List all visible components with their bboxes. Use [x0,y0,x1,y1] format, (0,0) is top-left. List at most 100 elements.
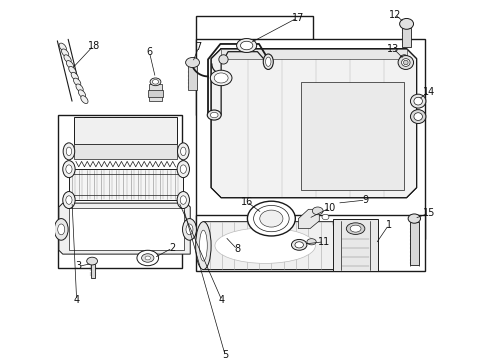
Ellipse shape [86,257,97,265]
Ellipse shape [306,239,316,245]
Polygon shape [211,49,416,198]
Ellipse shape [210,70,231,86]
Ellipse shape [63,143,75,160]
Ellipse shape [62,192,75,208]
Circle shape [219,55,227,64]
Bar [409,222,418,265]
Ellipse shape [177,192,189,208]
Ellipse shape [66,196,72,204]
Ellipse shape [180,196,186,204]
Bar [401,28,410,47]
Ellipse shape [177,143,189,160]
Ellipse shape [177,161,189,177]
Ellipse shape [62,161,75,177]
Text: 7: 7 [195,42,202,52]
Ellipse shape [137,250,158,266]
Polygon shape [69,208,183,250]
Ellipse shape [59,43,66,51]
Ellipse shape [409,94,425,108]
Text: 8: 8 [234,244,240,255]
Ellipse shape [78,90,85,98]
Ellipse shape [76,84,83,92]
Ellipse shape [185,224,193,235]
Polygon shape [221,49,406,59]
Bar [58,115,182,268]
Polygon shape [300,82,404,190]
Ellipse shape [253,206,288,232]
Text: 9: 9 [362,195,368,205]
Polygon shape [74,144,177,159]
Ellipse shape [413,113,422,121]
Ellipse shape [64,55,71,63]
Ellipse shape [195,222,211,270]
Ellipse shape [152,80,158,84]
Ellipse shape [66,165,72,174]
Polygon shape [203,222,336,270]
Ellipse shape [58,224,64,235]
Ellipse shape [142,254,154,262]
Text: 10: 10 [324,203,336,213]
Ellipse shape [180,147,185,156]
Text: 6: 6 [146,47,152,57]
Text: 4: 4 [219,296,224,306]
Ellipse shape [401,59,409,66]
Ellipse shape [66,60,74,68]
Circle shape [403,60,407,65]
Circle shape [399,55,408,64]
Ellipse shape [66,147,72,156]
Ellipse shape [291,239,306,250]
Text: 5: 5 [222,350,228,360]
Ellipse shape [312,207,323,215]
Ellipse shape [81,96,88,104]
Text: 16: 16 [240,197,252,207]
Ellipse shape [413,97,422,105]
Polygon shape [69,169,183,200]
Bar [187,66,197,90]
Bar [149,84,162,101]
Text: 17: 17 [291,13,303,23]
Ellipse shape [397,55,413,69]
Ellipse shape [349,225,360,232]
Polygon shape [298,209,319,229]
Ellipse shape [54,219,68,240]
Ellipse shape [69,67,76,75]
Text: 13: 13 [386,44,399,54]
Bar [195,39,424,239]
Ellipse shape [215,228,315,264]
Text: 3: 3 [75,261,81,271]
Text: 12: 12 [388,10,400,19]
Bar [195,216,424,271]
Ellipse shape [210,112,218,118]
Text: 18: 18 [87,41,100,50]
Bar [147,90,163,96]
Ellipse shape [182,219,196,240]
Text: 2: 2 [169,243,175,253]
Ellipse shape [321,214,328,220]
Ellipse shape [199,230,207,261]
Polygon shape [74,117,177,144]
Ellipse shape [407,214,420,223]
Ellipse shape [294,242,303,248]
Text: 1: 1 [385,220,391,230]
Text: 15: 15 [422,208,434,218]
Ellipse shape [259,210,283,227]
Ellipse shape [240,41,252,50]
Ellipse shape [61,49,69,57]
Bar [195,16,312,115]
Polygon shape [332,219,377,271]
Ellipse shape [150,78,161,86]
Polygon shape [59,203,190,254]
Ellipse shape [409,110,425,123]
Ellipse shape [180,165,186,174]
Ellipse shape [247,201,295,236]
Bar [90,264,95,278]
Ellipse shape [214,73,227,83]
Ellipse shape [145,256,150,260]
Ellipse shape [71,72,78,80]
Ellipse shape [265,57,270,66]
Text: 11: 11 [317,237,329,247]
Ellipse shape [263,54,273,69]
Text: 14: 14 [422,87,434,97]
Ellipse shape [399,18,413,29]
Ellipse shape [346,223,364,234]
